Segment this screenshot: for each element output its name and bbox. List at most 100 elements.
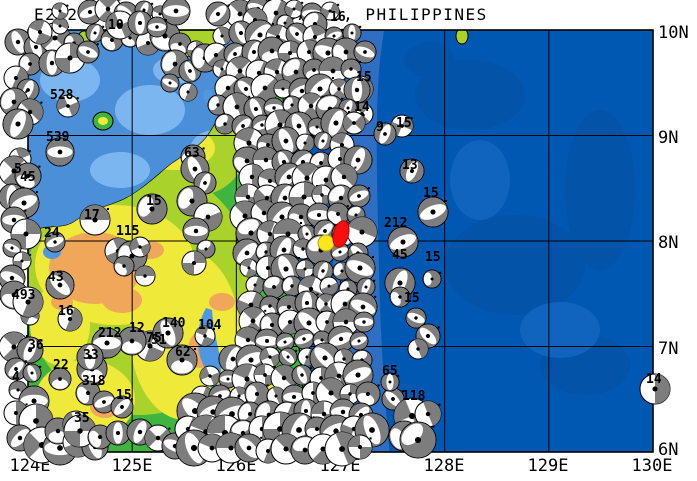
focal-mechanism-symbol: [320, 1, 340, 21]
focal-mechanism-symbol: [295, 133, 315, 153]
focal-mechanism-symbol: [266, 386, 286, 406]
focal-mechanism-symbol: [44, 231, 66, 253]
focal-mechanism-symbol: [342, 23, 362, 43]
focal-mechanism-symbol: [127, 10, 153, 36]
focal-mechanism-symbol: [194, 325, 216, 347]
focal-mechanism-symbol: [105, 420, 131, 446]
focal-mechanism-symbol: [205, 1, 231, 27]
focal-mechanism-symbol: [212, 26, 232, 46]
focal-mechanism-symbol: [380, 372, 400, 392]
focal-mechanism-symbol: [262, 275, 286, 299]
focal-mechanism-symbol: [639, 373, 671, 405]
focal-mechanism-symbol: [281, 275, 303, 297]
focal-mechanism-symbol: [79, 204, 111, 236]
focal-mechanism-symbol: [349, 331, 369, 351]
focal-mechanism-symbol: [320, 107, 352, 139]
focal-mechanism-symbol: [92, 390, 116, 414]
focal-mechanism-symbol: [2, 108, 34, 140]
focal-mechanism-symbol: [353, 40, 377, 64]
focal-mechanism-symbol: [152, 317, 184, 349]
focal-mechanism-symbol: [297, 224, 317, 244]
focal-mechanism-symbol: [270, 364, 298, 392]
focal-mechanism-symbol: [347, 184, 371, 208]
focal-mechanism-symbol: [48, 367, 72, 391]
focal-mechanism-symbol: [45, 137, 75, 167]
focal-mechanism-symbol: [346, 216, 378, 248]
focal-mechanism-symbol: [76, 40, 100, 64]
axis-label-125e: 125E: [111, 456, 153, 476]
axis-label-7n: 7N: [658, 339, 679, 359]
axis-label-130e: 130E: [631, 456, 673, 476]
focal-mechanism-symbol: [342, 111, 366, 135]
focal-mechanism-symbol: [160, 73, 180, 93]
focal-mechanism-symbol: [312, 260, 334, 282]
focal-mechanism-symbol: [275, 332, 295, 352]
focal-mechanism-symbol: [285, 22, 309, 46]
focal-mechanism-symbol: [22, 363, 42, 383]
focal-mechanism-symbol: [399, 421, 437, 459]
focal-mechanism-symbol: [110, 395, 134, 419]
focal-mechanism-symbol: [253, 363, 277, 387]
focal-mechanism-symbol: [353, 311, 375, 333]
focal-mechanism-symbol: [51, 2, 69, 20]
focal-mechanism-symbol: [56, 94, 80, 118]
focal-mechanism-symbol: [278, 347, 298, 367]
focal-mechanism-symbol: [16, 336, 44, 364]
focal-mechanism-symbol: [414, 400, 442, 428]
focal-mechanism-symbol: [239, 258, 259, 278]
focal-mechanism-symbol: [85, 23, 105, 43]
focal-mechanism-symbol: [417, 196, 449, 228]
focal-mechanism-symbol: [244, 381, 270, 407]
focal-mechanism-symbol: [347, 434, 373, 460]
focal-mechanism-symbol: [168, 32, 192, 56]
focal-mechanism-symbol: [129, 236, 151, 258]
focal-mechanism-symbol: [293, 328, 315, 350]
focal-mechanism-symbol: [282, 95, 302, 115]
focal-mechanism-symbol: [245, 275, 265, 295]
focal-mechanism-symbol: [222, 92, 252, 122]
focal-mechanism-symbol: [214, 113, 236, 135]
focal-mechanism-symbol: [344, 252, 376, 284]
focal-mechanism-symbol: [405, 307, 427, 329]
axis-label-10n: 10N: [658, 23, 689, 43]
focal-mechanism-symbol: [57, 306, 83, 332]
epicenter-marker: [332, 220, 350, 248]
focal-mechanism-symbol: [161, 0, 191, 26]
focal-mechanism-symbol: [12, 286, 44, 318]
focal-mechanism-symbol: [284, 0, 304, 19]
focal-mechanism-symbol: [27, 19, 53, 45]
focal-mechanism-symbol: [4, 357, 28, 381]
focal-mechanism-symbol: [134, 265, 156, 287]
focal-mechanism-symbol: [181, 250, 207, 276]
focal-mechanism-symbol: [182, 217, 210, 245]
axis-label-9n: 9N: [658, 128, 679, 148]
focal-mechanism-symbol: [355, 381, 381, 407]
focal-mechanism-symbol: [259, 346, 281, 368]
focal-mechanism-symbol: [117, 326, 147, 356]
axis-label-8n: 8N: [658, 233, 679, 253]
focal-mechanism-symbol: [340, 58, 362, 80]
event-markers: [317, 220, 350, 252]
focal-mechanism-symbol: [76, 343, 104, 371]
focal-mechanism-symbol: [199, 365, 221, 387]
focal-mechanism-symbol: [178, 82, 198, 102]
focal-mechanism-symbol: [271, 126, 301, 156]
focal-mechanism-symbol: [113, 255, 135, 277]
focal-mechanism-symbol: [399, 158, 425, 184]
focal-mechanism-symbol: [343, 76, 371, 104]
focal-mechanism-symbol: [146, 16, 168, 38]
focal-mechanism-symbol: [407, 338, 429, 360]
axis-label-129e: 129E: [527, 456, 569, 476]
focal-mechanism-symbol: [328, 78, 350, 100]
focal-mechanism-symbol: [45, 270, 75, 300]
focal-mechanism-symbol: [212, 59, 232, 79]
secondary-marker: [317, 234, 335, 252]
focal-mechanism-symbol: [319, 276, 339, 296]
focal-mechanism-symbol: [166, 344, 198, 376]
focal-mechanism-symbol: [422, 269, 442, 289]
beachball-layer: [0, 0, 671, 467]
axis-label-6n: 6N: [658, 440, 679, 460]
focal-mechanism-symbol: [326, 202, 350, 226]
